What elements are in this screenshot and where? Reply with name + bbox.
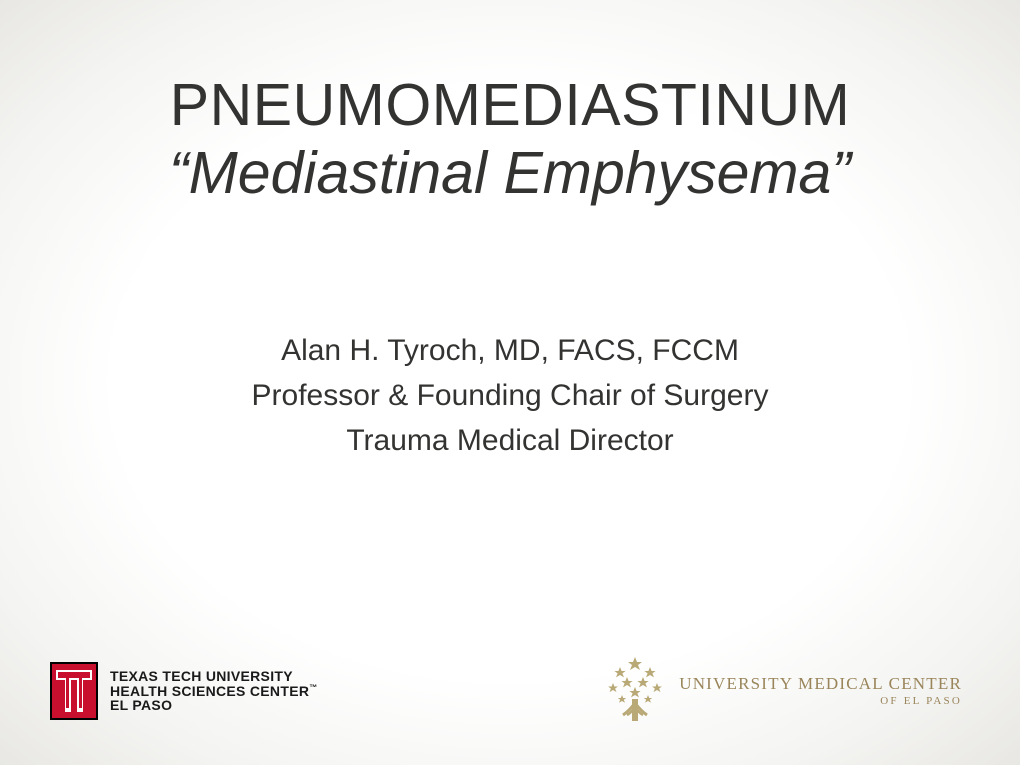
texas-tech-logo: TEXAS TECH UNIVERSITY HEALTH SCIENCES CE… — [50, 662, 318, 720]
tt-line1: TEXAS TECH UNIVERSITY — [110, 669, 318, 684]
author-title: Professor & Founding Chair of Surgery — [0, 373, 1020, 418]
title-block: PNEUMOMEDIASTINUM “Mediastinal Emphysema… — [0, 72, 1020, 208]
umc-logo: UNIVERSITY MEDICAL CENTER OF EL PASO — [605, 655, 962, 727]
tt-line3: EL PASO — [110, 698, 318, 713]
double-t-icon — [50, 662, 98, 720]
texas-tech-text: TEXAS TECH UNIVERSITY HEALTH SCIENCES CE… — [110, 669, 318, 713]
title-sub: “Mediastinal Emphysema” — [0, 140, 1020, 208]
umc-text: UNIVERSITY MEDICAL CENTER OF EL PASO — [679, 674, 962, 708]
presentation-slide: PNEUMOMEDIASTINUM “Mediastinal Emphysema… — [0, 0, 1020, 765]
umc-line2: OF EL PASO — [880, 695, 962, 708]
title-main: PNEUMOMEDIASTINUM — [0, 72, 1020, 140]
footer-logos: TEXAS TECH UNIVERSITY HEALTH SCIENCES CE… — [0, 655, 1020, 727]
author-name: Alan H. Tyroch, MD, FACS, FCCM — [0, 328, 1020, 373]
tt-line2: HEALTH SCIENCES CENTER™ — [110, 684, 318, 699]
author-role: Trauma Medical Director — [0, 418, 1020, 463]
tree-icon — [605, 655, 665, 727]
umc-line1: UNIVERSITY MEDICAL CENTER — [679, 674, 962, 694]
author-block: Alan H. Tyroch, MD, FACS, FCCM Professor… — [0, 328, 1020, 463]
